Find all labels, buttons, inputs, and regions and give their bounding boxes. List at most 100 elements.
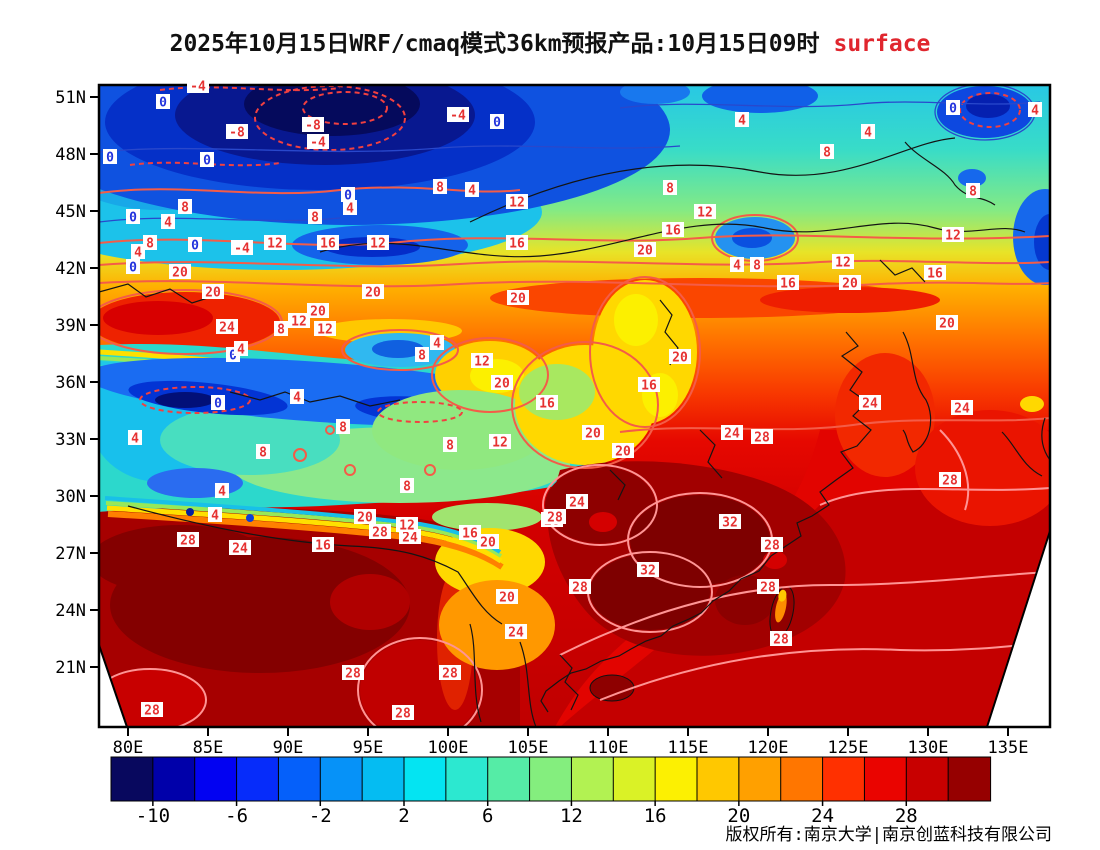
colorbar-cell (738, 756, 782, 802)
colorbar-cell (905, 756, 950, 802)
contour-label-box (536, 395, 558, 410)
contour-label-box (694, 204, 716, 219)
contour-label-box (341, 187, 355, 202)
contour-label: 8 (823, 146, 831, 161)
contour-label-box (924, 265, 946, 280)
contour-label: 8 (339, 421, 347, 436)
contour-label: 24 (219, 321, 235, 336)
contour-label-box (544, 509, 566, 524)
contour-label: 20 (499, 591, 515, 606)
contour-label-box (490, 114, 504, 129)
contour-label-box (569, 579, 591, 594)
contour-label-box (465, 182, 479, 197)
contour-label-box (234, 341, 248, 356)
lon-tick-label: 105E (508, 738, 549, 758)
colorbar-tick-label: 28 (895, 805, 918, 827)
contour-label-box (354, 509, 376, 524)
contour-label: -4 (234, 242, 250, 257)
colorbar-tick-label: 20 (727, 805, 750, 827)
contour-label: 4 (237, 343, 245, 358)
contour-label-box (612, 443, 634, 458)
contour-label-box (208, 507, 222, 522)
contour-label-box (505, 624, 527, 639)
page-title: 2025年10月15日WRF/cmaq模式36km预报产品:10月15日09时 s… (0, 24, 1100, 58)
contour-label-box (761, 537, 783, 552)
colorbar-cell (863, 756, 908, 802)
colorbar-cell (947, 756, 992, 802)
contour-label-box (751, 429, 773, 444)
contour-label-box (229, 540, 251, 555)
contour-label: 12 (492, 436, 508, 451)
contour-label-box (966, 183, 980, 198)
contour-label: 0 (344, 189, 352, 204)
colorbar-cell (612, 756, 657, 802)
contour-label-box (662, 222, 684, 237)
contour-label: 16 (539, 397, 555, 412)
contour-label-box (216, 319, 238, 334)
contour-label-box (314, 321, 336, 336)
contour-label: 20 (615, 445, 631, 460)
title-main: 2025年10月15日WRF/cmaq模式36km预报产品:10月15日09时 (169, 31, 820, 57)
contour-label: 8 (259, 446, 267, 461)
contour-label-box (582, 425, 604, 440)
contour-label: 0 (229, 349, 237, 364)
colorbar-tick-label: 2 (398, 805, 409, 827)
contour-label: 8 (436, 181, 444, 196)
contour-label-box (459, 525, 481, 540)
contour-label: 8 (753, 259, 761, 274)
contour-label-box (399, 529, 421, 544)
contour-label: 12 (509, 196, 525, 211)
contour-label-box (443, 437, 457, 452)
colorbar-tick-label: 12 (560, 805, 583, 827)
contour-label: 28 (144, 704, 160, 719)
contour-label-box (839, 275, 861, 290)
contour-label: -4 (450, 109, 466, 124)
colorbar-cell (236, 756, 280, 802)
contour-label: 16 (665, 224, 681, 239)
contour-label-box (770, 631, 792, 646)
lon-tick-label: 115E (668, 738, 709, 758)
contour-label-box (211, 395, 225, 410)
contour-label: 4 (733, 259, 741, 274)
lon-tick-label: 95E (353, 738, 384, 758)
contour-label-box (188, 237, 202, 252)
contour-label: 12 (945, 229, 961, 244)
contour-label-box (942, 227, 964, 242)
contour-label-box (367, 235, 389, 250)
contour-label-box (638, 377, 660, 392)
contour-label-box (439, 665, 461, 680)
contour-label: 8 (311, 211, 319, 226)
colorbar-tick-label: 24 (811, 805, 834, 827)
contour-label: 12 (399, 519, 415, 534)
contour-label-box (430, 335, 444, 350)
contour-label-box (637, 562, 659, 577)
contour-label: 20 (357, 511, 373, 526)
lon-tick-label: 100E (428, 738, 469, 758)
contour-label: 28 (773, 633, 789, 648)
contour-label: 8 (403, 480, 411, 495)
contour-label: -4 (190, 80, 206, 95)
contour-label: 0 (129, 211, 137, 226)
contour-label-box (312, 537, 334, 552)
contour-label: 24 (724, 427, 740, 442)
contour-label: 24 (402, 531, 418, 546)
contour-label: 4 (293, 391, 301, 406)
contour-label: 4 (864, 126, 872, 141)
contour-label: 24 (508, 626, 524, 641)
contour-label: 12 (697, 206, 713, 221)
contour-label: 16 (509, 237, 525, 252)
contour-label-box (861, 124, 875, 139)
colorbar-cell (361, 756, 406, 802)
lat-tick-label: 39N (55, 316, 86, 336)
colorbar-cell (822, 756, 866, 802)
contour-label: 24 (232, 542, 248, 557)
contour-label: 20 (672, 351, 688, 366)
lat-tick-label: 36N (55, 373, 86, 393)
contour-label-box (634, 242, 656, 257)
contour-label-box (750, 257, 764, 272)
lat-tick-label: 51N (55, 88, 86, 108)
contour-label: 4 (211, 509, 219, 524)
